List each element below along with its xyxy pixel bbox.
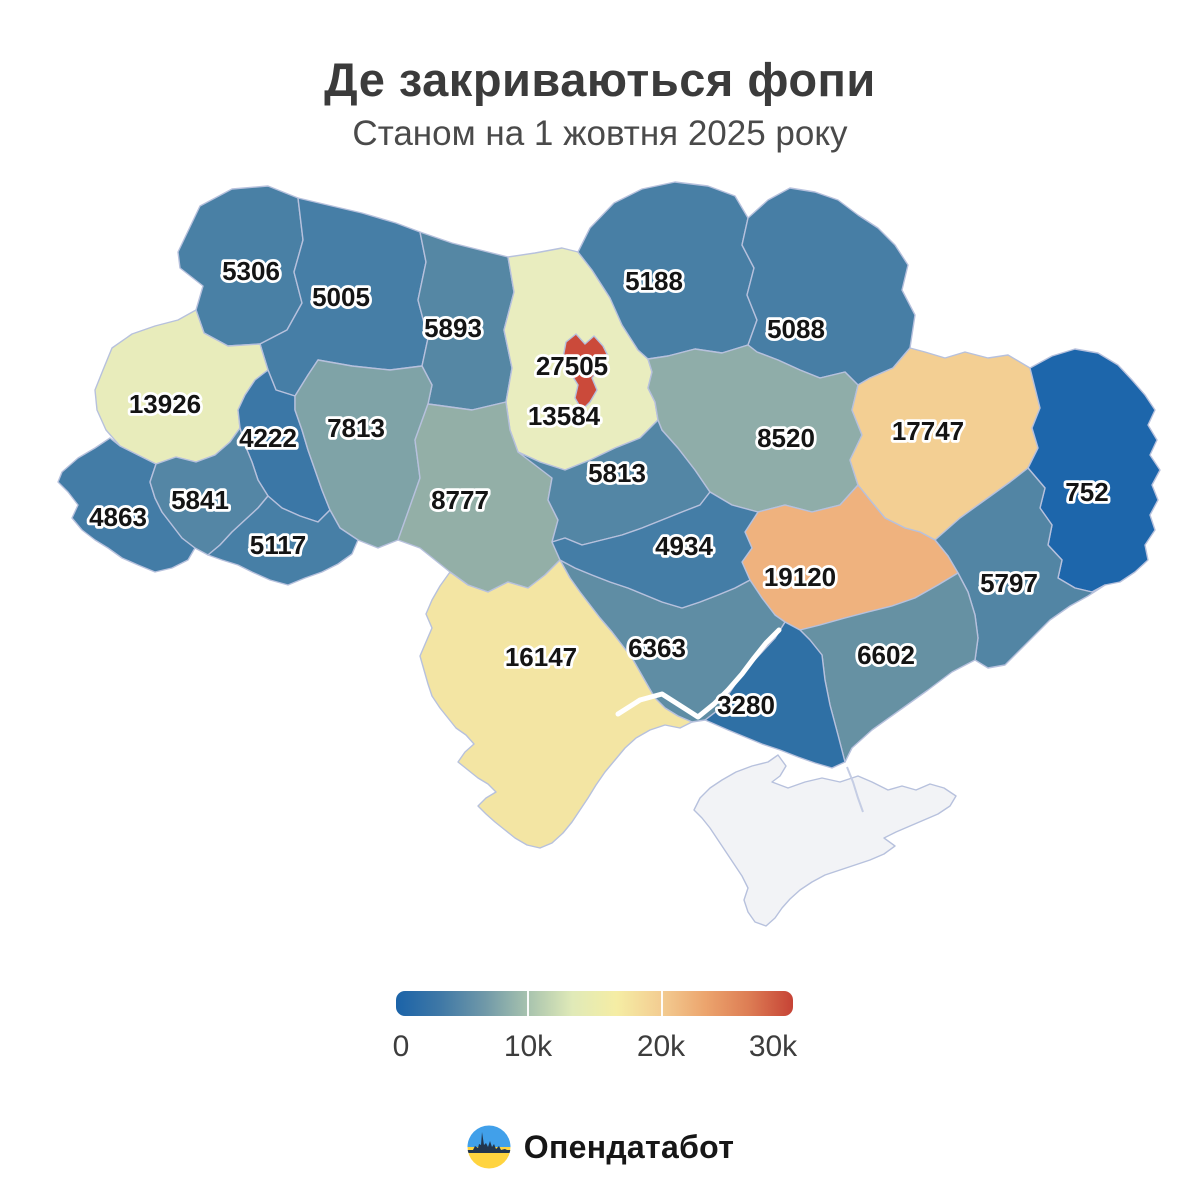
region-label-zhytomyr: 5893	[424, 313, 482, 343]
region-label-odesa: 16147	[505, 642, 577, 672]
region-label-kirovohrad: 4934	[655, 531, 713, 561]
region-label-khmelnytskyi: 7813	[327, 413, 385, 443]
region-label-rivne: 5005	[312, 282, 370, 312]
region-label-zakarpattia: 4863	[89, 502, 147, 532]
legend-tick-20k	[661, 991, 663, 1016]
region-khmelnytskyi	[294, 359, 433, 549]
legend-colorbar	[396, 991, 793, 1016]
logo-top-half	[467, 1125, 511, 1147]
legend-label-10k: 10k	[503, 1030, 553, 1063]
region-label-chernivtsi: 5117	[250, 530, 306, 560]
region-label-poltava: 8520	[757, 423, 815, 453]
region-label-mykolaiv: 6363	[628, 633, 686, 663]
region-label-kyiv-city: 27505	[536, 351, 608, 381]
region-label-kyiv-oblast: 13584	[528, 401, 601, 431]
arabat-spit	[846, 766, 864, 813]
region-label-volyn: 5306	[222, 256, 280, 286]
region-label-dnipropetrovsk: 19120	[764, 562, 836, 592]
brand-footer: Опендатабот	[0, 1124, 1200, 1170]
legend-tick-10k	[527, 991, 529, 1016]
region-odesa	[419, 559, 693, 849]
region-kirovohrad	[551, 491, 759, 609]
logo-skyline-pulse	[467, 1132, 511, 1153]
legend-label-30k: 30k	[748, 1030, 798, 1063]
region-label-kharkiv: 17747	[892, 416, 964, 446]
legend-label-0: 0	[392, 1030, 410, 1063]
page-title: Де закриваються фопи	[324, 53, 876, 106]
region-chernivtsi	[207, 495, 359, 586]
region-crimea	[693, 754, 957, 927]
region-label-donetsk: 5797	[980, 568, 1038, 598]
region-label-vinnytsia: 8777	[431, 485, 489, 515]
region-label-ivano-frankivsk: 5841	[171, 485, 229, 515]
map-value-labels: 5306 5005 5893 13584 27505 5188 5088 139…	[86, 253, 1111, 723]
page-subtitle: Станом на 1 жовтня 2025 року	[352, 114, 848, 153]
region-label-luhansk: 752	[1065, 477, 1108, 507]
region-zakarpattia	[57, 437, 196, 573]
opendatabot-logo-icon	[467, 1125, 511, 1169]
region-label-ternopil: 4222	[239, 423, 297, 453]
region-label-kherson: 3280	[717, 690, 775, 720]
region-label-cherkasy: 5813	[588, 458, 646, 488]
region-label-chernihiv: 5188	[625, 266, 683, 296]
region-label-zaporizhzhia: 6602	[857, 640, 915, 670]
map-regions	[57, 181, 1161, 927]
region-label-lviv: 13926	[129, 389, 201, 419]
dnipro-river	[615, 627, 782, 720]
region-kyiv-city	[562, 333, 609, 411]
legend-label-20k: 20k	[636, 1030, 686, 1063]
brand-name: Опендатабот	[523, 1128, 735, 1165]
region-label-sumy: 5088	[767, 314, 825, 344]
